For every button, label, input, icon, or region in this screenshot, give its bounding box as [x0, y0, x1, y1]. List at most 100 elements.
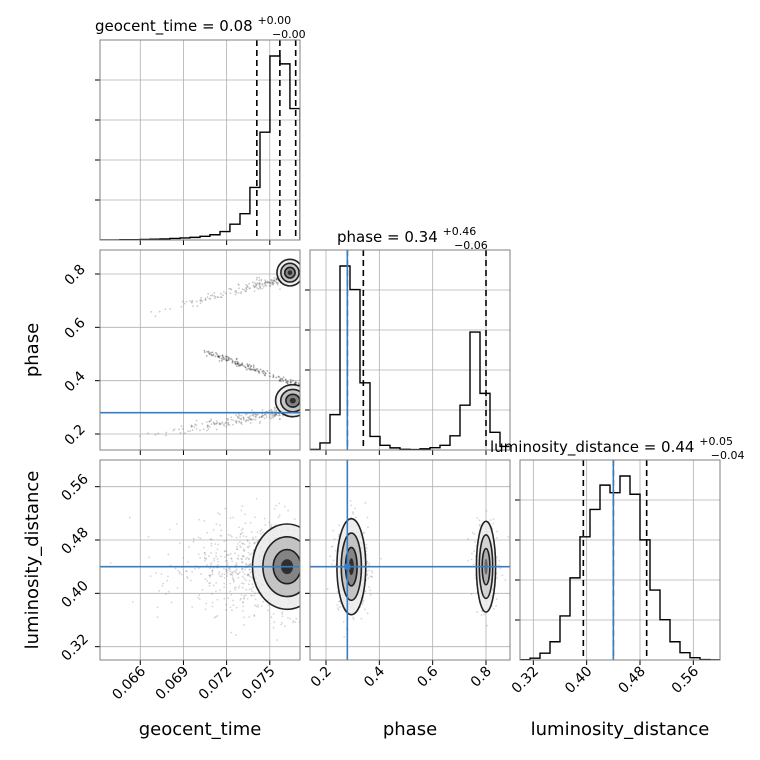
sample-point: [251, 590, 253, 593]
sample-point: [352, 512, 355, 515]
sample-point: [474, 541, 477, 544]
sample-point: [216, 512, 219, 515]
sample-point: [301, 271, 303, 273]
sample-point: [195, 428, 198, 430]
sample-point: [178, 572, 181, 575]
sample-point: [349, 500, 352, 502]
sample-point: [215, 523, 218, 526]
sample-point: [231, 360, 234, 363]
sample-point: [258, 416, 261, 419]
sample-point: [331, 563, 333, 566]
sample-point: [238, 421, 241, 424]
sample-point: [228, 287, 231, 290]
sample-point: [263, 374, 266, 376]
sample-point: [208, 582, 211, 585]
hist-bar: [240, 214, 250, 240]
sample-point: [244, 568, 246, 571]
sample-point: [277, 281, 280, 284]
sample-point: [225, 603, 228, 606]
sample-point: [221, 354, 224, 357]
x-tick-label: 0.4: [361, 663, 388, 690]
sample-point: [250, 594, 253, 597]
sample-point: [243, 365, 245, 367]
x-axis-label-luminosity-distance: luminosity_distance: [531, 719, 710, 740]
sample-point: [235, 634, 237, 637]
sample-point: [155, 572, 157, 574]
sample-point: [208, 584, 211, 587]
sample-point: [200, 299, 203, 302]
sample-point: [210, 353, 213, 356]
sample-point: [235, 536, 238, 539]
sample-point: [227, 553, 230, 556]
hist-bar: [450, 436, 460, 450]
sample-point: [258, 285, 261, 287]
sample-point: [275, 277, 278, 280]
sample-point: [178, 428, 180, 431]
sample-point: [233, 361, 236, 364]
sample-point: [273, 279, 276, 282]
sample-point: [262, 285, 265, 288]
x-tick-label: 0.6: [414, 663, 441, 690]
sample-point: [227, 567, 230, 570]
sample-point: [259, 530, 262, 532]
sample-point: [242, 417, 245, 419]
sample-point: [252, 413, 255, 416]
sample-point: [158, 310, 161, 313]
sample-point: [238, 364, 240, 367]
sample-point: [303, 274, 305, 276]
sample-point: [204, 557, 207, 560]
sample-point: [173, 428, 176, 431]
sample-point: [240, 558, 243, 561]
sample-point: [223, 597, 226, 600]
sample-point: [160, 573, 163, 575]
sample-point: [272, 375, 275, 378]
sample-point: [258, 282, 261, 285]
sample-point: [247, 365, 249, 367]
sample-point: [154, 433, 157, 436]
sample-point: [229, 606, 232, 609]
sample-point: [271, 281, 274, 284]
sample-point: [216, 421, 219, 424]
sample-point: [255, 278, 258, 281]
sample-point: [367, 577, 370, 580]
sample-point: [235, 606, 238, 609]
sample-point: [211, 351, 214, 354]
sample-point: [240, 593, 243, 596]
sample-point: [275, 410, 277, 413]
sample-point: [290, 381, 293, 384]
sample-point: [215, 552, 218, 554]
sample-point: [180, 305, 183, 308]
sample-point: [209, 582, 212, 584]
sample-point: [204, 578, 207, 580]
sample-point: [266, 280, 269, 283]
sample-point: [264, 372, 267, 375]
hist-bar: [440, 445, 450, 450]
sample-point: [507, 536, 510, 538]
y-tick-label: 0.6: [62, 315, 89, 342]
sample-point: [230, 557, 233, 560]
sample-point: [167, 575, 169, 578]
sample-point: [226, 554, 229, 557]
sample-point: [248, 542, 251, 545]
sample-point: [247, 551, 250, 554]
sample-point: [168, 528, 171, 531]
sample-point: [247, 419, 250, 422]
sample-point: [213, 616, 216, 619]
sample-point: [495, 598, 498, 601]
sample-point: [238, 417, 241, 420]
title-luminosity-distance: luminosity_distance = 0.44 +0.05 −0.04: [490, 431, 744, 462]
sample-point: [230, 358, 233, 361]
sample-point: [227, 357, 230, 360]
sample-point: [281, 613, 284, 615]
x-tick-label: 0.48: [615, 664, 648, 697]
sample-point: [246, 540, 249, 543]
sample-point: [352, 618, 355, 621]
sample-point: [265, 416, 268, 418]
sample-point: [248, 363, 251, 366]
sample-point: [238, 364, 241, 367]
sample-point: [187, 561, 189, 563]
sample-point: [206, 531, 209, 534]
sample-point: [297, 382, 300, 384]
x-tick-label: 0.066: [109, 663, 149, 703]
sample-point: [210, 542, 213, 545]
